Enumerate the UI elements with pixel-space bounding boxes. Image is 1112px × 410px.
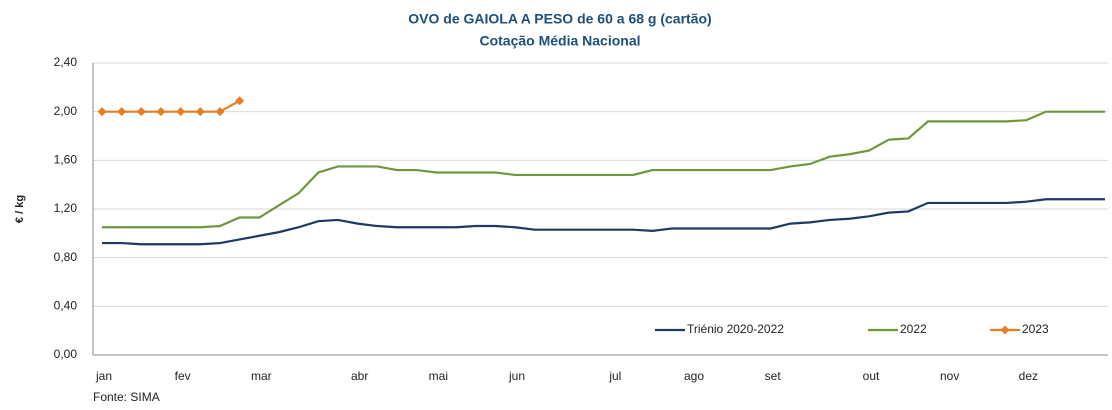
y-tick-label: 2,00 — [54, 104, 78, 118]
marker — [136, 107, 146, 117]
y-axis-label: € / kg — [14, 195, 26, 223]
x-tick-label: mar — [251, 369, 272, 383]
legend-label: Triénio 2020-2022 — [687, 322, 784, 336]
x-tick-label: jul — [608, 369, 621, 383]
series-line — [102, 198, 1105, 246]
x-tick-label: dez — [1019, 369, 1038, 383]
x-tick-label: jun — [508, 369, 525, 383]
y-tick-label: 0,00 — [54, 347, 78, 361]
x-tick-label: nov — [940, 369, 959, 383]
y-tick-label: 2,40 — [54, 55, 78, 69]
x-tick-label: fev — [175, 369, 191, 383]
x-tick-label: out — [863, 369, 880, 383]
chart-subtitle: Cotação Média Nacional — [479, 33, 640, 49]
y-tick-label: 0,40 — [54, 299, 78, 313]
marker — [215, 107, 225, 117]
x-tick-label: jan — [95, 369, 112, 383]
x-tick-label: set — [765, 369, 782, 383]
marker — [235, 96, 245, 106]
y-tick-label: 1,20 — [54, 201, 78, 215]
y-tick-label: 1,60 — [54, 153, 78, 167]
marker — [117, 107, 127, 117]
marker — [176, 107, 186, 117]
x-tick-label: abr — [351, 369, 368, 383]
legend-marker — [1000, 325, 1010, 335]
marker — [97, 107, 107, 117]
legend-label: 2023 — [1022, 322, 1049, 336]
series-line — [102, 110, 1105, 229]
legend-label: 2022 — [900, 322, 927, 336]
marker — [195, 107, 205, 117]
x-tick-label: mai — [429, 369, 448, 383]
source: Fonte: SIMA — [93, 390, 160, 404]
marker — [156, 107, 166, 117]
y-tick-label: 0,80 — [54, 250, 78, 264]
chart-title: OVO de GAIOLA A PESO de 60 a 68 g (cartã… — [408, 11, 711, 27]
x-tick-label: ago — [684, 369, 704, 383]
